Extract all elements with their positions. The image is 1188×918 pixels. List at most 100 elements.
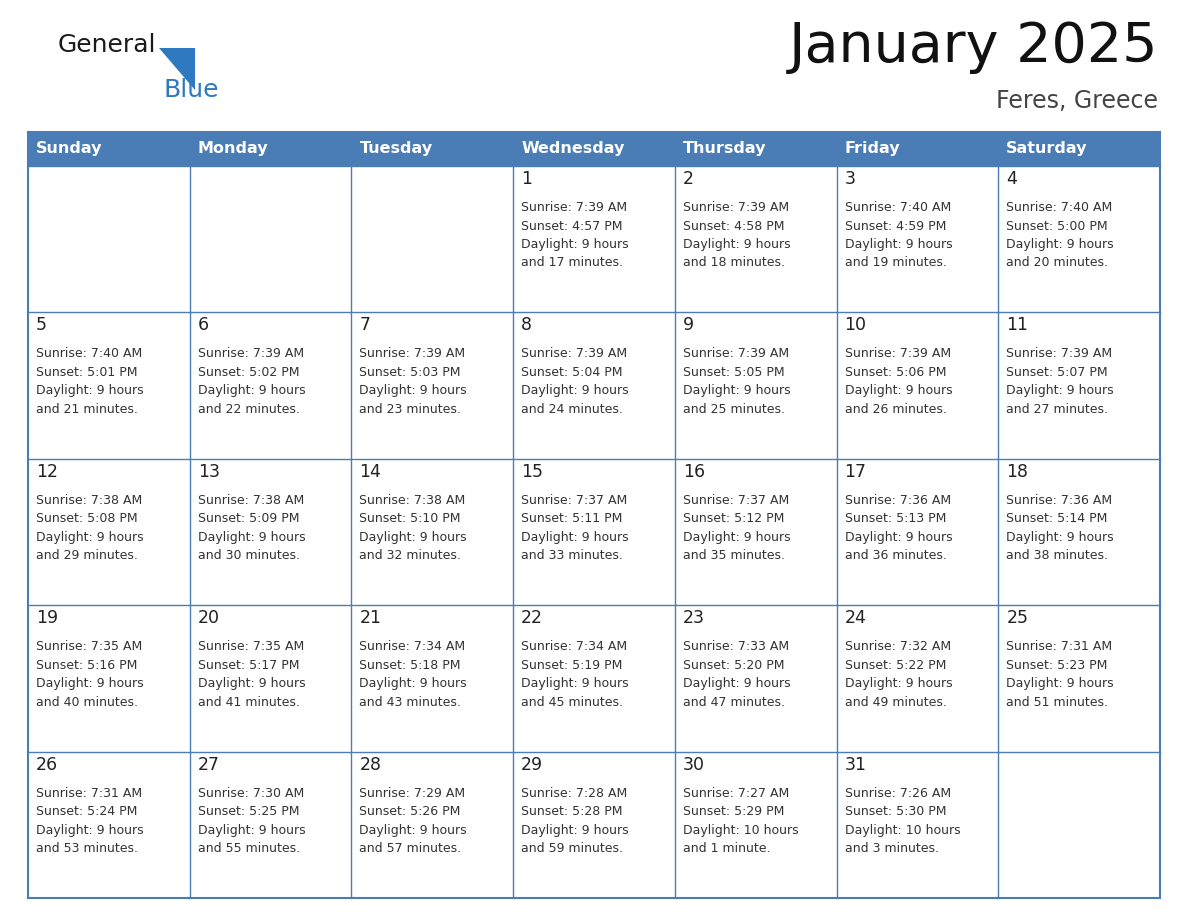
- Bar: [352, 459, 513, 605]
- Text: Sunrise: 7:34 AM
Sunset: 5:19 PM
Daylight: 9 hours
and 45 minutes.: Sunrise: 7:34 AM Sunset: 5:19 PM Dayligh…: [522, 640, 628, 709]
- Text: Sunrise: 7:33 AM
Sunset: 5:20 PM
Daylight: 9 hours
and 47 minutes.: Sunrise: 7:33 AM Sunset: 5:20 PM Dayligh…: [683, 640, 790, 709]
- Text: Feres, Greece: Feres, Greece: [996, 89, 1158, 113]
- Text: 28: 28: [360, 756, 381, 774]
- Text: 19: 19: [36, 610, 58, 627]
- Text: Sunrise: 7:38 AM
Sunset: 5:10 PM
Daylight: 9 hours
and 32 minutes.: Sunrise: 7:38 AM Sunset: 5:10 PM Dayligh…: [360, 494, 467, 563]
- Text: Sunrise: 7:39 AM
Sunset: 4:58 PM
Daylight: 9 hours
and 18 minutes.: Sunrise: 7:39 AM Sunset: 4:58 PM Dayligh…: [683, 201, 790, 270]
- Text: Sunrise: 7:26 AM
Sunset: 5:30 PM
Daylight: 10 hours
and 3 minutes.: Sunrise: 7:26 AM Sunset: 5:30 PM Dayligh…: [845, 787, 960, 855]
- Text: Sunrise: 7:28 AM
Sunset: 5:28 PM
Daylight: 9 hours
and 59 minutes.: Sunrise: 7:28 AM Sunset: 5:28 PM Dayligh…: [522, 787, 628, 855]
- Bar: [29, 312, 190, 459]
- Bar: [998, 605, 1159, 752]
- Text: Sunrise: 7:30 AM
Sunset: 5:25 PM
Daylight: 9 hours
and 55 minutes.: Sunrise: 7:30 AM Sunset: 5:25 PM Dayligh…: [197, 787, 305, 855]
- Text: 3: 3: [845, 170, 855, 188]
- Bar: [513, 752, 675, 898]
- Text: 31: 31: [845, 756, 866, 774]
- Text: 15: 15: [522, 463, 543, 481]
- Text: Sunrise: 7:35 AM
Sunset: 5:16 PM
Daylight: 9 hours
and 40 minutes.: Sunrise: 7:35 AM Sunset: 5:16 PM Dayligh…: [36, 640, 144, 709]
- Bar: [29, 752, 190, 898]
- Text: 5: 5: [36, 317, 48, 334]
- Text: Sunrise: 7:40 AM
Sunset: 5:00 PM
Daylight: 9 hours
and 20 minutes.: Sunrise: 7:40 AM Sunset: 5:00 PM Dayligh…: [1006, 201, 1114, 270]
- Text: 1: 1: [522, 170, 532, 188]
- Bar: [675, 459, 836, 605]
- Text: Sunrise: 7:29 AM
Sunset: 5:26 PM
Daylight: 9 hours
and 57 minutes.: Sunrise: 7:29 AM Sunset: 5:26 PM Dayligh…: [360, 787, 467, 855]
- Text: 23: 23: [683, 610, 704, 627]
- Bar: [513, 459, 675, 605]
- Bar: [836, 166, 998, 312]
- Bar: [836, 312, 998, 459]
- Text: Sunrise: 7:40 AM
Sunset: 5:01 PM
Daylight: 9 hours
and 21 minutes.: Sunrise: 7:40 AM Sunset: 5:01 PM Dayligh…: [36, 347, 144, 416]
- Polygon shape: [159, 48, 195, 90]
- Text: Blue: Blue: [163, 78, 219, 102]
- Text: 24: 24: [845, 610, 866, 627]
- Text: 13: 13: [197, 463, 220, 481]
- Text: Sunrise: 7:31 AM
Sunset: 5:23 PM
Daylight: 9 hours
and 51 minutes.: Sunrise: 7:31 AM Sunset: 5:23 PM Dayligh…: [1006, 640, 1114, 709]
- Text: 6: 6: [197, 317, 209, 334]
- Text: 30: 30: [683, 756, 704, 774]
- Bar: [190, 605, 352, 752]
- Text: Sunrise: 7:27 AM
Sunset: 5:29 PM
Daylight: 10 hours
and 1 minute.: Sunrise: 7:27 AM Sunset: 5:29 PM Dayligh…: [683, 787, 798, 855]
- Text: 20: 20: [197, 610, 220, 627]
- Bar: [675, 605, 836, 752]
- Text: Sunrise: 7:35 AM
Sunset: 5:17 PM
Daylight: 9 hours
and 41 minutes.: Sunrise: 7:35 AM Sunset: 5:17 PM Dayligh…: [197, 640, 305, 709]
- Text: 22: 22: [522, 610, 543, 627]
- Bar: [352, 166, 513, 312]
- Bar: [998, 166, 1159, 312]
- Text: 21: 21: [360, 610, 381, 627]
- Text: 2: 2: [683, 170, 694, 188]
- Text: Monday: Monday: [197, 141, 268, 156]
- Text: Sunrise: 7:36 AM
Sunset: 5:14 PM
Daylight: 9 hours
and 38 minutes.: Sunrise: 7:36 AM Sunset: 5:14 PM Dayligh…: [1006, 494, 1114, 563]
- Bar: [998, 752, 1159, 898]
- Text: 8: 8: [522, 317, 532, 334]
- Bar: [836, 605, 998, 752]
- Text: Tuesday: Tuesday: [360, 141, 432, 156]
- Text: Sunrise: 7:34 AM
Sunset: 5:18 PM
Daylight: 9 hours
and 43 minutes.: Sunrise: 7:34 AM Sunset: 5:18 PM Dayligh…: [360, 640, 467, 709]
- Bar: [352, 312, 513, 459]
- Text: Sunrise: 7:39 AM
Sunset: 5:07 PM
Daylight: 9 hours
and 27 minutes.: Sunrise: 7:39 AM Sunset: 5:07 PM Dayligh…: [1006, 347, 1114, 416]
- Text: Saturday: Saturday: [1006, 141, 1088, 156]
- Text: Sunrise: 7:39 AM
Sunset: 5:05 PM
Daylight: 9 hours
and 25 minutes.: Sunrise: 7:39 AM Sunset: 5:05 PM Dayligh…: [683, 347, 790, 416]
- Bar: [836, 459, 998, 605]
- Bar: [352, 605, 513, 752]
- Bar: [675, 312, 836, 459]
- Text: 9: 9: [683, 317, 694, 334]
- Text: 14: 14: [360, 463, 381, 481]
- Text: Sunrise: 7:32 AM
Sunset: 5:22 PM
Daylight: 9 hours
and 49 minutes.: Sunrise: 7:32 AM Sunset: 5:22 PM Dayligh…: [845, 640, 953, 709]
- Text: 4: 4: [1006, 170, 1017, 188]
- Bar: [513, 166, 675, 312]
- Bar: [513, 312, 675, 459]
- Text: Thursday: Thursday: [683, 141, 766, 156]
- Text: 25: 25: [1006, 610, 1029, 627]
- Text: 7: 7: [360, 317, 371, 334]
- Text: General: General: [58, 33, 157, 57]
- Bar: [513, 605, 675, 752]
- Text: Sunrise: 7:38 AM
Sunset: 5:09 PM
Daylight: 9 hours
and 30 minutes.: Sunrise: 7:38 AM Sunset: 5:09 PM Dayligh…: [197, 494, 305, 563]
- Text: 27: 27: [197, 756, 220, 774]
- Text: 16: 16: [683, 463, 704, 481]
- Text: Sunrise: 7:38 AM
Sunset: 5:08 PM
Daylight: 9 hours
and 29 minutes.: Sunrise: 7:38 AM Sunset: 5:08 PM Dayligh…: [36, 494, 144, 563]
- Bar: [29, 605, 190, 752]
- Bar: [29, 132, 1159, 166]
- Text: Sunrise: 7:37 AM
Sunset: 5:12 PM
Daylight: 9 hours
and 35 minutes.: Sunrise: 7:37 AM Sunset: 5:12 PM Dayligh…: [683, 494, 790, 563]
- Bar: [675, 166, 836, 312]
- Bar: [29, 166, 190, 312]
- Text: 17: 17: [845, 463, 866, 481]
- Bar: [190, 752, 352, 898]
- Text: Sunrise: 7:40 AM
Sunset: 4:59 PM
Daylight: 9 hours
and 19 minutes.: Sunrise: 7:40 AM Sunset: 4:59 PM Dayligh…: [845, 201, 953, 270]
- Text: 12: 12: [36, 463, 58, 481]
- Text: 10: 10: [845, 317, 866, 334]
- Bar: [836, 752, 998, 898]
- Text: Sunrise: 7:39 AM
Sunset: 5:03 PM
Daylight: 9 hours
and 23 minutes.: Sunrise: 7:39 AM Sunset: 5:03 PM Dayligh…: [360, 347, 467, 416]
- Text: 29: 29: [522, 756, 543, 774]
- Text: Sunrise: 7:39 AM
Sunset: 5:04 PM
Daylight: 9 hours
and 24 minutes.: Sunrise: 7:39 AM Sunset: 5:04 PM Dayligh…: [522, 347, 628, 416]
- Bar: [675, 752, 836, 898]
- Text: Sunrise: 7:39 AM
Sunset: 5:06 PM
Daylight: 9 hours
and 26 minutes.: Sunrise: 7:39 AM Sunset: 5:06 PM Dayligh…: [845, 347, 953, 416]
- Bar: [998, 459, 1159, 605]
- Bar: [190, 166, 352, 312]
- Text: Sunrise: 7:39 AM
Sunset: 5:02 PM
Daylight: 9 hours
and 22 minutes.: Sunrise: 7:39 AM Sunset: 5:02 PM Dayligh…: [197, 347, 305, 416]
- Text: Sunrise: 7:36 AM
Sunset: 5:13 PM
Daylight: 9 hours
and 36 minutes.: Sunrise: 7:36 AM Sunset: 5:13 PM Dayligh…: [845, 494, 953, 563]
- Text: 18: 18: [1006, 463, 1029, 481]
- Bar: [190, 459, 352, 605]
- Bar: [352, 752, 513, 898]
- Text: Sunday: Sunday: [36, 141, 102, 156]
- Text: 11: 11: [1006, 317, 1029, 334]
